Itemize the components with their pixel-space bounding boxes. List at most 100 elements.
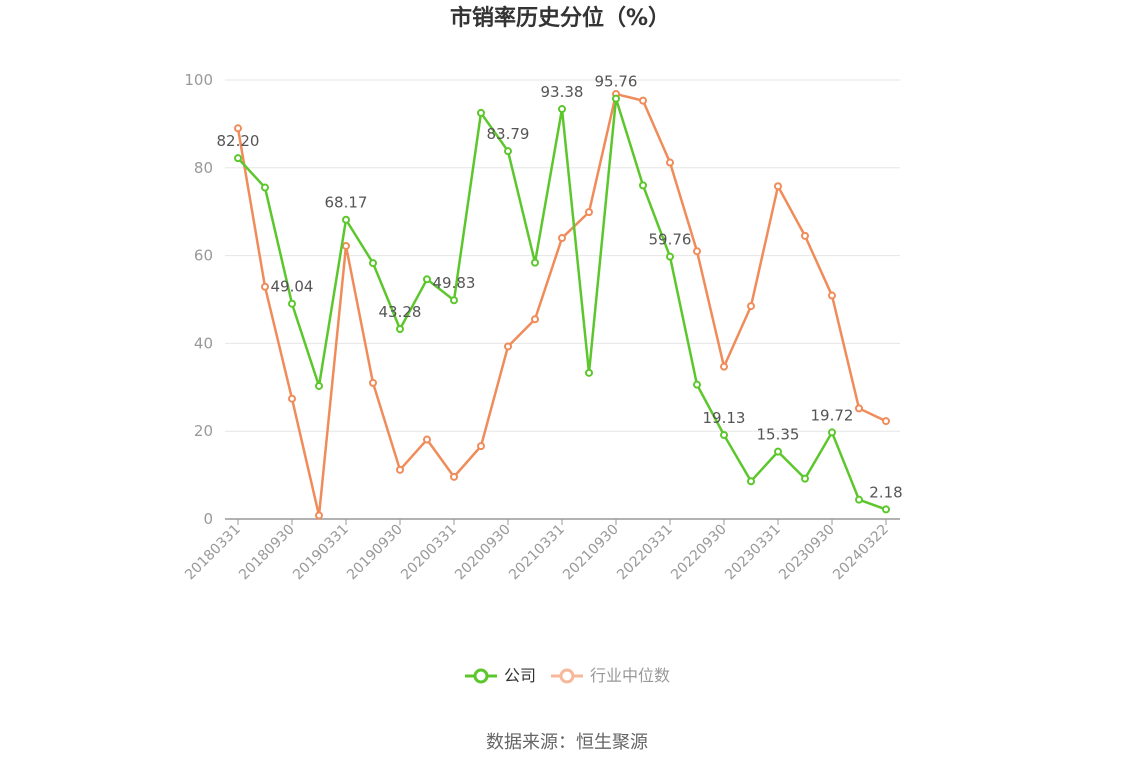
x-axis: 2018033120180930201903312019093020200331… [182,518,900,584]
data-point[interactable] [639,96,647,105]
data-point[interactable] [504,147,512,156]
y-tick-label: 80 [194,159,213,177]
data-point[interactable] [396,465,404,474]
x-tick-label: 20190930 [344,522,406,584]
y-tick-label: 0 [203,510,213,528]
data-point[interactable] [828,428,836,437]
data-point[interactable] [693,380,701,389]
x-tick-label: 20200331 [398,522,460,584]
legend-item-company[interactable]: 公司 [465,666,536,685]
x-tick-label: 20230331 [722,522,784,584]
data-point[interactable] [585,368,593,377]
x-tick-label: 20190331 [290,522,352,584]
data-point[interactable] [288,299,296,308]
data-point[interactable] [882,505,890,514]
data-point[interactable] [828,291,836,300]
data-point[interactable] [720,431,728,440]
data-point[interactable] [234,154,242,163]
data-point[interactable] [369,259,377,268]
data-label: 68.17 [325,194,368,212]
data-label: 49.04 [271,278,314,296]
data-point[interactable] [396,325,404,334]
data-point[interactable] [855,495,863,504]
data-label: 19.72 [811,406,854,424]
chart-title: 市销率历史分位（%） [450,5,670,31]
legend-marker-industry [559,668,575,684]
x-tick-label: 20210331 [506,522,568,584]
x-tick-label: 20240322 [830,522,892,584]
data-point[interactable] [261,183,269,192]
data-point[interactable] [261,282,269,291]
data-label: 95.76 [595,73,638,91]
series-company [234,94,890,514]
y-tick-label: 60 [194,247,213,265]
data-label: 19.13 [703,409,746,427]
data-labels: 82.20 49.04 68.17 43.28 49.83 83.79 93.38 95.76… [217,73,903,502]
data-point[interactable] [855,404,863,413]
data-point[interactable] [720,362,728,371]
series-layer [234,90,890,520]
data-point[interactable] [774,447,782,456]
data-point[interactable] [639,181,647,190]
data-label: 43.28 [379,303,422,321]
x-tick-label: 20230930 [776,522,838,584]
data-point[interactable] [450,472,458,481]
data-point[interactable] [423,435,431,444]
data-label: 93.38 [541,83,584,101]
series-industry [234,90,890,520]
data-point[interactable] [315,511,323,520]
data-point[interactable] [666,252,674,261]
data-point[interactable] [477,108,485,117]
y-axis: 0 20 40 60 80 100 [184,71,213,528]
data-point[interactable] [882,417,890,426]
grid-lines [225,79,900,432]
data-point[interactable] [774,182,782,191]
x-tick-label: 20210930 [560,522,622,584]
data-label: 59.76 [649,231,692,249]
data-point[interactable] [477,442,485,451]
data-point[interactable] [234,124,242,133]
data-label: 49.83 [433,274,476,292]
data-point[interactable] [531,315,539,324]
data-point[interactable] [612,94,620,103]
y-tick-label: 20 [194,422,213,440]
legend-marker-company [473,668,489,684]
data-point[interactable] [342,241,350,250]
x-tick-label: 20200930 [452,522,514,584]
series-line [236,92,887,517]
x-tick-label: 20180331 [182,522,244,584]
data-point[interactable] [801,231,809,240]
data-label: 83.79 [487,125,530,143]
x-tick-label: 20220331 [614,522,676,584]
data-point[interactable] [747,477,755,486]
data-label: 82.20 [217,132,260,150]
data-source: 数据来源：恒生聚源 [486,732,648,753]
data-point[interactable] [504,342,512,351]
data-point[interactable] [801,474,809,483]
x-tick-label: 20220930 [668,522,730,584]
data-point[interactable] [747,302,755,311]
series-line [237,97,887,511]
data-point[interactable] [531,258,539,267]
y-tick-label: 100 [184,71,213,89]
data-label: 15.35 [757,426,800,444]
data-point[interactable] [315,381,323,390]
data-point[interactable] [342,215,350,224]
x-tick-label: 20180930 [236,522,298,584]
data-point[interactable] [369,378,377,387]
data-point[interactable] [558,105,566,114]
y-tick-label: 40 [194,334,213,352]
data-point[interactable] [666,158,674,167]
data-point[interactable] [423,275,431,284]
data-point[interactable] [450,296,458,305]
legend-label-industry: 行业中位数 [590,666,670,685]
data-point[interactable] [558,234,566,243]
legend[interactable]: 公司 行业中位数 [465,666,670,685]
data-label: 2.18 [869,483,902,501]
data-point[interactable] [693,247,701,256]
data-point[interactable] [288,394,296,403]
legend-label-company: 公司 [504,666,536,685]
data-point[interactable] [585,208,593,217]
legend-item-industry[interactable]: 行业中位数 [551,666,670,685]
